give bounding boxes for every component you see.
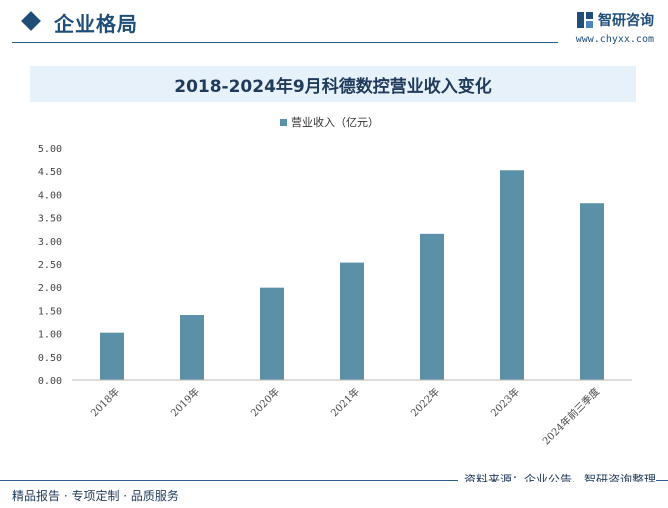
bar — [340, 262, 364, 380]
x-axis: 2018年 2019年 2020年 2021年 2022年 2023年 2024年前三季度 — [72, 379, 632, 448]
footer-bar: 精品报告 · 专项定制 · 品质服务 — [0, 482, 668, 508]
y-tick-label: 1.50 — [38, 306, 62, 317]
y-tick-label: 4.50 — [38, 167, 62, 178]
bar — [100, 332, 124, 380]
bar-chart: 营业收入（亿元） 0.00 0.50 1.00 1.50 2.00 2.50 3.00 3.5… — [38, 115, 632, 448]
bar — [420, 233, 444, 380]
header-divider — [12, 42, 558, 43]
y-tick-label: 3.00 — [38, 237, 62, 248]
bar — [580, 203, 604, 380]
x-tick-label: 2021年 — [328, 385, 362, 419]
chart-title-box: 2018-2024年9月科德数控营业收入变化 — [30, 66, 636, 102]
y-tick-label: 0.00 — [38, 376, 62, 387]
x-tick-label: 2024年前三季度 — [540, 385, 603, 448]
diamond-icon — [21, 11, 41, 31]
y-tick-label: 5.00 — [38, 144, 62, 155]
x-tick-label: 2023年 — [488, 385, 522, 419]
y-tick-label: 0.50 — [38, 353, 62, 364]
y-axis: 0.00 0.50 1.00 1.50 2.00 2.50 3.00 3.50 4.00 4.50… — [38, 144, 62, 387]
bar — [180, 315, 204, 380]
legend-swatch — [280, 119, 287, 126]
y-tick-label: 2.50 — [38, 260, 62, 271]
y-tick-label: 4.00 — [38, 190, 62, 201]
x-tick-label: 2020年 — [248, 385, 282, 419]
brand-logo-icon — [577, 12, 593, 28]
x-tick-label: 2018年 — [88, 385, 122, 419]
legend-label: 营业收入（亿元） — [291, 115, 379, 129]
y-tick-label: 2.00 — [38, 283, 62, 294]
bar — [260, 287, 284, 380]
chart-title: 2018-2024年9月科德数控营业收入变化 — [174, 76, 492, 97]
y-tick-label: 3.50 — [38, 214, 62, 225]
bar — [500, 170, 524, 380]
y-tick-label: 1.00 — [38, 330, 62, 341]
legend: 营业收入（亿元） — [280, 115, 379, 129]
brand: 智研咨询 www.chyxx.com — [576, 10, 654, 45]
brand-name: 智研咨询 — [598, 13, 654, 29]
header: 企业格局 智研咨询 www.chyxx.com — [0, 0, 668, 50]
brand-url: www.chyxx.com — [575, 34, 654, 45]
x-tick-label: 2019年 — [168, 385, 202, 419]
footer-divider — [0, 480, 668, 481]
section-title: 企业格局 — [54, 12, 138, 36]
slogan: 精品报告 · 专项定制 · 品质服务 — [12, 489, 179, 503]
bars — [100, 170, 604, 380]
x-tick-label: 2022年 — [408, 385, 442, 419]
